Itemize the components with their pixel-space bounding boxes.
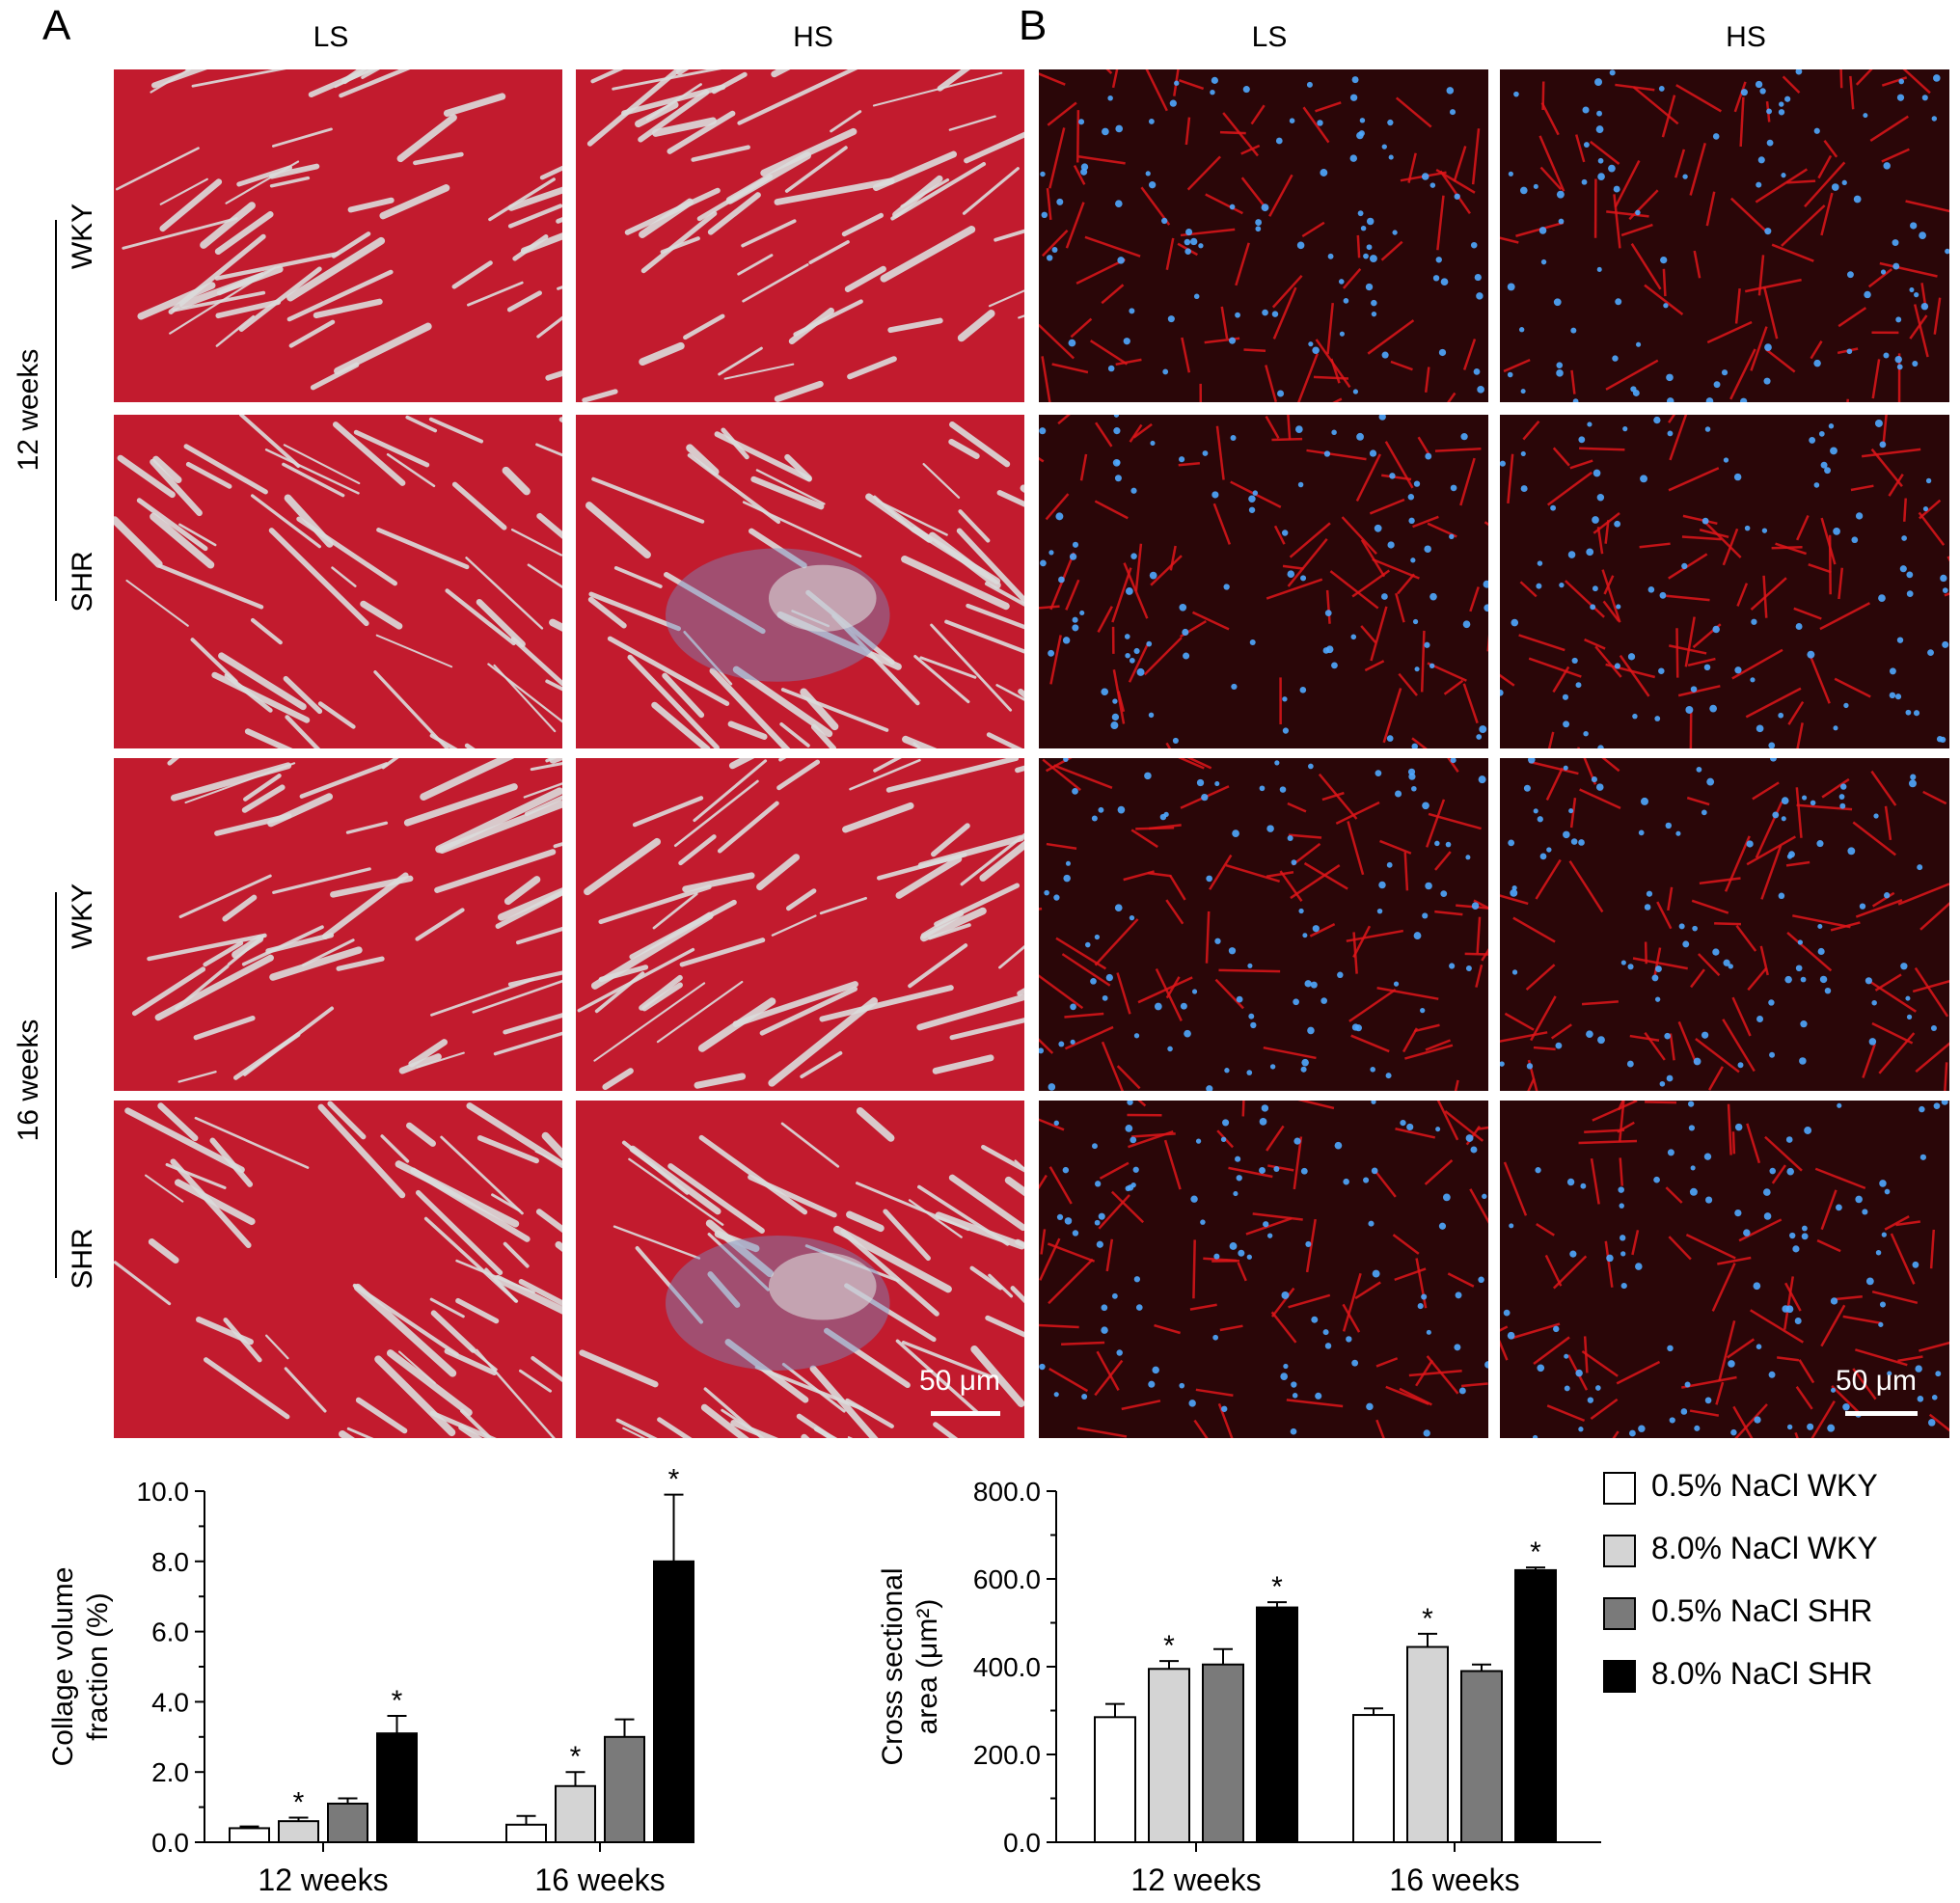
micrograph-b-ls-wky-12 (1039, 69, 1488, 402)
scale-bar-a (931, 1411, 1000, 1416)
legend-swatch (1603, 1535, 1636, 1567)
significance-marker: * (570, 1741, 582, 1773)
panel-b-letter: B (1019, 2, 1048, 49)
bar (1148, 1668, 1190, 1843)
y-axis-label: Collage volume fraction (%) (47, 1567, 114, 1767)
micrograph-b-ls-shr-12 (1039, 415, 1488, 748)
bar (1094, 1716, 1136, 1844)
significance-marker: * (293, 1787, 305, 1819)
group-label-12-weeks: 12 weeks (13, 348, 44, 472)
x-tick-label: 12 weeks (258, 1862, 388, 1897)
y-tick-label: 800.0 (973, 1477, 1041, 1507)
significance-marker: * (1271, 1571, 1283, 1603)
micrograph-a-ls-shr-12 (114, 415, 562, 748)
bar (1202, 1663, 1244, 1843)
row-label-shr-12: SHR (67, 551, 98, 612)
significance-marker: * (1163, 1630, 1175, 1662)
legend-label: 0.5% NaCl WKY (1651, 1468, 1878, 1503)
y-tick-label: 10.0 (137, 1477, 190, 1507)
y-tick-label: 400.0 (973, 1652, 1041, 1682)
micrograph-a-hs-shr-16 (576, 1101, 1024, 1438)
y-tick-label: 200.0 (973, 1740, 1041, 1770)
group-label-16-weeks: 16 weeks (13, 1019, 44, 1142)
col-header-b-hs: HS (1726, 21, 1766, 53)
bar (229, 1827, 270, 1844)
bar (327, 1802, 368, 1843)
bar (1352, 1714, 1395, 1843)
scale-label-a: 50 μm (919, 1365, 1000, 1397)
legend-swatch (1603, 1597, 1636, 1630)
micrograph-b-hs-shr-16 (1500, 1101, 1949, 1438)
micrograph-a-hs-wky-12 (576, 69, 1024, 402)
micrograph-b-hs-shr-12 (1500, 415, 1949, 748)
y-tick-label: 4.0 (151, 1687, 189, 1717)
bar (1406, 1645, 1449, 1843)
significance-marker: * (668, 1466, 680, 1496)
row-label-shr-16: SHR (67, 1228, 98, 1290)
micrograph-a-ls-shr-16 (114, 1101, 562, 1438)
x-tick-label: 16 weeks (534, 1862, 665, 1897)
legend-label: 8.0% NaCl SHR (1651, 1656, 1873, 1691)
x-tick-label: 16 weeks (1389, 1862, 1519, 1897)
bar (555, 1784, 596, 1844)
micrograph-b-ls-shr-16 (1039, 1101, 1488, 1438)
collagen-volume-chart: 0.0 2.0 4.0 6.0 8.0 10.0 Collage volume fractio… (47, 1466, 694, 1897)
col-header-a-ls: LS (313, 21, 349, 53)
y-tick-label: 8.0 (151, 1547, 189, 1577)
y-tick-label: 6.0 (151, 1618, 189, 1647)
bar (278, 1820, 319, 1844)
col-header-a-hs: HS (793, 21, 833, 53)
significance-marker: * (1422, 1603, 1433, 1635)
panel-a-letter: A (42, 2, 71, 49)
bar (604, 1735, 645, 1843)
micrograph-b-ls-wky-16 (1039, 758, 1488, 1091)
bar (653, 1560, 694, 1844)
y-tick-label: 600.0 (973, 1564, 1041, 1594)
y-tick-label: 2.0 (151, 1757, 189, 1787)
x-tick-label: 12 weeks (1130, 1862, 1261, 1897)
micrograph-b-hs-wky-16 (1500, 758, 1949, 1091)
scale-label-b: 50 μm (1836, 1365, 1917, 1397)
group-bracket-16-weeks (55, 892, 57, 1278)
significance-marker: * (1530, 1536, 1541, 1568)
legend-label: 0.5% NaCl SHR (1651, 1593, 1873, 1628)
micrograph-a-hs-shr-12 (576, 415, 1024, 748)
cross-sectional-area-chart: 0.0 200.0 400.0 600.0 800.0 Cross sectional ar… (877, 1477, 1601, 1897)
bar (376, 1732, 418, 1843)
bar (1256, 1606, 1298, 1843)
y-tick-label: 0.0 (1003, 1828, 1041, 1858)
bar (1514, 1568, 1557, 1844)
micrograph-a-ls-wky-16 (114, 758, 562, 1091)
legend-swatch (1603, 1660, 1636, 1693)
col-header-b-ls: LS (1251, 21, 1288, 53)
micrograph-a-hs-wky-16 (576, 758, 1024, 1091)
y-tick-label: 0.0 (151, 1828, 189, 1858)
bar (505, 1823, 547, 1843)
y-axis-label: Cross sectional area (μm²) (877, 1567, 943, 1765)
row-label-wky-12: WKY (67, 203, 98, 270)
micrograph-a-ls-wky-12 (114, 69, 562, 402)
bar (1460, 1670, 1503, 1843)
legend-label: 8.0% NaCl WKY (1651, 1531, 1878, 1565)
significance-marker: * (392, 1685, 403, 1717)
legend-swatch (1603, 1472, 1636, 1505)
row-label-wky-16: WKY (67, 883, 98, 950)
micrograph-b-hs-wky-12 (1500, 69, 1949, 402)
group-bracket-12-weeks (55, 220, 57, 601)
scale-bar-b (1845, 1411, 1918, 1416)
